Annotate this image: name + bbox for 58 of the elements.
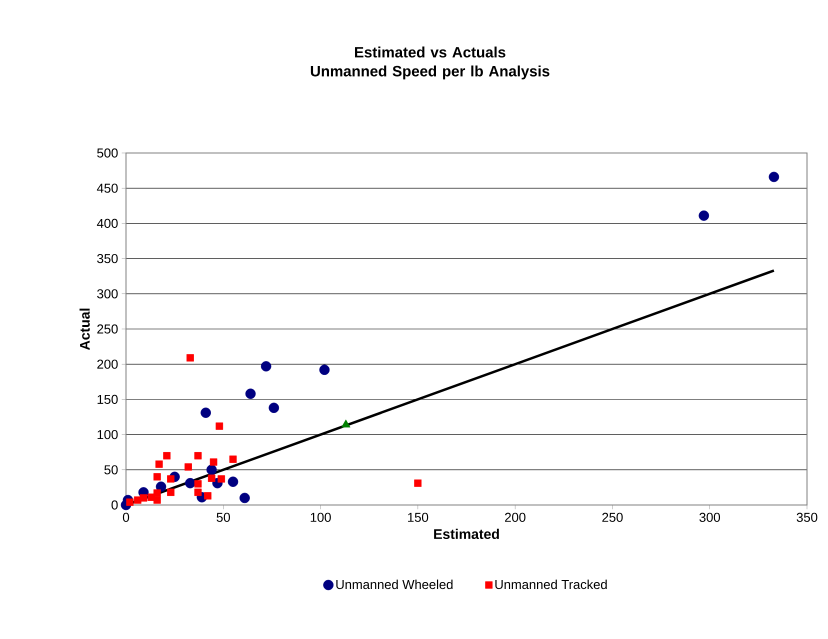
point [153,489,161,497]
y-tick-label: 100 [98,430,118,440]
legend-label: Unmanned Tracked [495,580,607,590]
point [194,452,202,460]
x-tick-label: 0 [122,512,130,522]
x-axis-title: Estimated [434,528,499,540]
x-tick-label: 300 [699,512,720,522]
y-tick-label: 0 [112,500,118,510]
x-tick-label: 350 [796,512,818,522]
point [153,496,161,504]
y-tick-label: 250 [97,324,118,334]
point [768,172,780,182]
point [167,488,174,496]
point [341,420,350,428]
point [185,478,196,488]
point [184,463,192,471]
point [155,460,163,468]
point [200,408,211,418]
y-tick-label: 200 [97,360,118,369]
legend-label: Unmanned Wheeled [336,580,453,590]
point [194,488,202,496]
chart-title: Estimated vs Actuals Unmanned Speed per lb Analysis [310,46,550,80]
point [156,482,166,492]
point [260,361,272,372]
point [186,354,194,362]
point [126,498,134,506]
point [204,492,212,500]
point [414,479,422,487]
y-tick-label: 500 [97,148,118,158]
x-tick-label: 150 [408,512,428,522]
point [140,494,148,502]
point [228,476,238,487]
point [319,364,330,375]
y-tick-label: 300 [97,289,118,298]
y-tick-label: 400 [96,218,118,228]
point [698,210,710,221]
point [208,474,216,482]
point [210,458,218,466]
point [167,475,174,483]
point [218,475,226,483]
point [194,480,202,488]
y-tick-label: 350 [97,254,118,264]
x-tick-label: 250 [602,512,623,522]
x-tick-label: 50 [216,512,230,522]
x-tick-label: 200 [505,512,526,522]
point [240,492,250,504]
point [206,464,217,475]
point [245,388,256,399]
point [153,473,161,481]
x-tick-label: 100 [310,512,331,522]
point [229,456,237,463]
point [163,452,171,460]
point [268,402,280,414]
y-tick-label: 50 [104,465,118,474]
point [216,422,224,430]
y-tick-label: 150 [98,394,118,404]
y-axis-title: Actual [80,308,90,350]
y-tick-label: 450 [96,184,118,193]
